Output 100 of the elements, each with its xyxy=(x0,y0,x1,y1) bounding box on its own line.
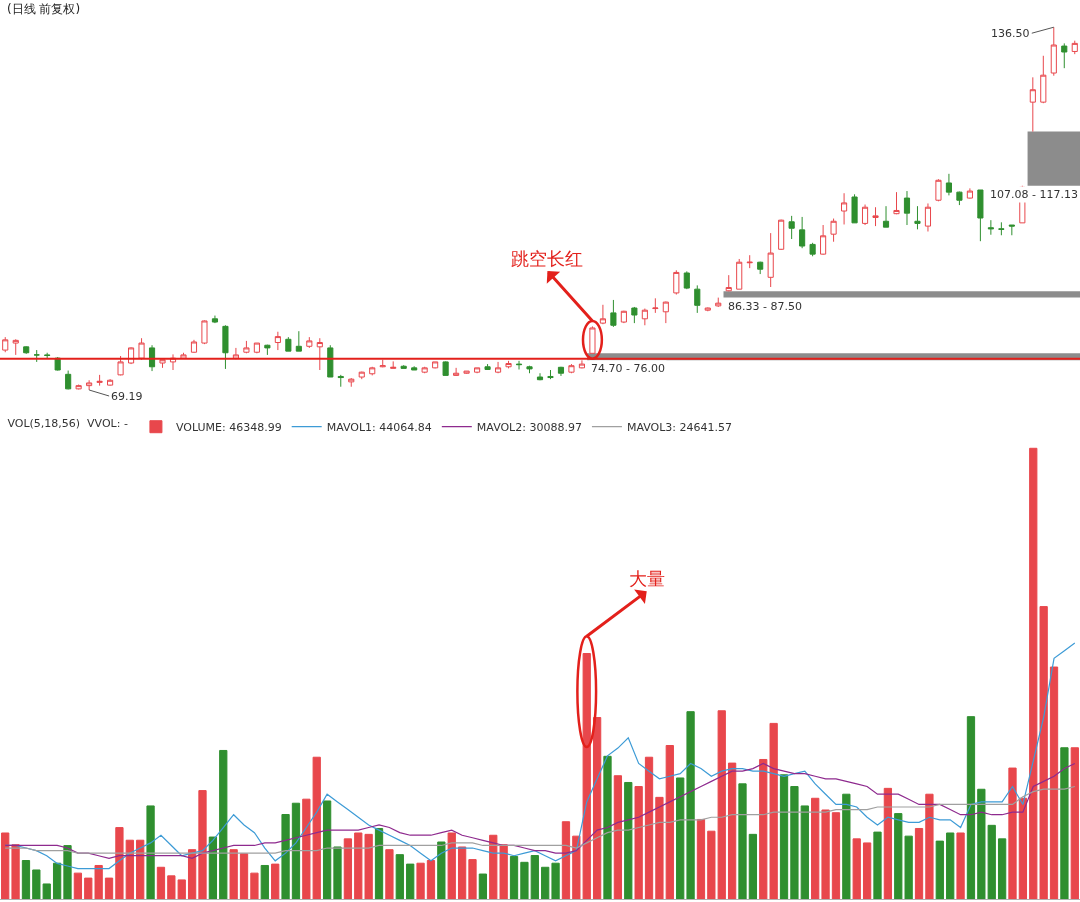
bar xyxy=(437,841,446,900)
candlestick xyxy=(788,215,795,240)
candlestick xyxy=(683,270,690,290)
candlestick xyxy=(484,363,491,371)
candlestick xyxy=(799,216,806,249)
candlestick xyxy=(432,361,439,369)
bar xyxy=(343,838,353,900)
candlestick xyxy=(306,336,313,349)
bar xyxy=(198,790,207,900)
candlestick xyxy=(75,384,82,390)
bar xyxy=(250,872,259,900)
candlestick xyxy=(421,366,428,374)
bar xyxy=(125,839,134,900)
candlestick xyxy=(778,219,785,251)
chart-title: (日线 前复权) xyxy=(7,2,81,16)
bar xyxy=(779,774,789,900)
candlestick xyxy=(998,221,1005,236)
bar xyxy=(322,800,332,900)
candlestick xyxy=(1008,224,1015,236)
candlestick xyxy=(893,191,900,215)
candlestick xyxy=(33,349,40,363)
bar xyxy=(239,853,249,900)
bar xyxy=(551,862,560,900)
candlestick xyxy=(652,297,659,314)
annotation: 69.19 xyxy=(111,390,143,403)
legend-label: MAVOL2: 30088.97 xyxy=(476,421,582,434)
bar xyxy=(956,832,965,900)
bar xyxy=(21,860,31,900)
bar xyxy=(997,838,1007,900)
candlestick xyxy=(935,178,942,202)
bar xyxy=(946,832,955,900)
candlestick xyxy=(348,377,355,388)
bar xyxy=(478,873,488,900)
bar xyxy=(468,859,477,900)
candlestick xyxy=(736,258,743,290)
candlestick xyxy=(337,374,344,388)
bar xyxy=(665,745,674,900)
candlestick xyxy=(180,352,187,360)
bar xyxy=(634,786,643,900)
bar xyxy=(395,854,404,900)
bar xyxy=(966,716,976,900)
candlestick xyxy=(1040,55,1047,104)
bar xyxy=(613,775,623,900)
annotation: 136.50 xyxy=(991,27,1030,40)
candlestick xyxy=(327,344,334,378)
candlestick xyxy=(400,364,407,369)
bar xyxy=(1070,747,1079,900)
bar xyxy=(385,849,394,900)
bar xyxy=(11,844,20,900)
candlestick xyxy=(243,340,250,354)
candlestick xyxy=(977,189,984,242)
candlestick xyxy=(379,359,386,368)
bar xyxy=(1018,797,1028,900)
candlestick xyxy=(620,310,627,324)
candlestick xyxy=(578,359,586,369)
bar xyxy=(52,862,62,900)
candlestick xyxy=(631,306,638,324)
candlestick xyxy=(295,330,302,352)
candlestick xyxy=(316,337,323,371)
candlestick xyxy=(1029,76,1036,133)
legend-label: MAVOL1: 44064.84 xyxy=(326,421,432,434)
legend-label: MAVOL3: 24641.57 xyxy=(626,421,733,434)
candlestick xyxy=(264,344,271,356)
candlestick xyxy=(956,191,963,206)
candlestick xyxy=(453,367,460,377)
candlestick xyxy=(23,345,30,355)
candlestick xyxy=(222,324,229,370)
candlestick xyxy=(903,190,911,226)
bar xyxy=(447,832,456,900)
candlestick xyxy=(526,365,533,374)
candlestick xyxy=(610,299,617,328)
bar xyxy=(811,797,820,900)
candlestick xyxy=(211,315,219,324)
bar xyxy=(136,839,145,900)
candlestick xyxy=(232,347,239,360)
candlestick xyxy=(662,301,669,324)
candlestick xyxy=(86,379,93,391)
bar xyxy=(146,805,155,900)
candlestick xyxy=(830,218,837,243)
bar xyxy=(260,864,269,900)
bar xyxy=(790,786,799,900)
candlestick xyxy=(358,371,365,380)
band-label: 74.70 - 76.00 xyxy=(591,362,665,375)
bar xyxy=(219,749,228,900)
bar xyxy=(156,866,166,900)
candlestick xyxy=(12,338,19,356)
annotation: 大量 xyxy=(629,568,665,589)
candlestick xyxy=(138,337,145,361)
candlestick xyxy=(966,187,973,200)
candlestick xyxy=(757,261,764,275)
candlestick xyxy=(715,297,722,308)
candlestick xyxy=(746,254,753,269)
bar xyxy=(748,833,758,900)
candlestick xyxy=(474,367,481,374)
bar xyxy=(592,717,602,900)
candlestick xyxy=(987,219,994,236)
candlestick xyxy=(861,204,869,226)
candlestick xyxy=(411,365,418,371)
candlestick xyxy=(96,374,103,387)
bar xyxy=(873,831,882,900)
